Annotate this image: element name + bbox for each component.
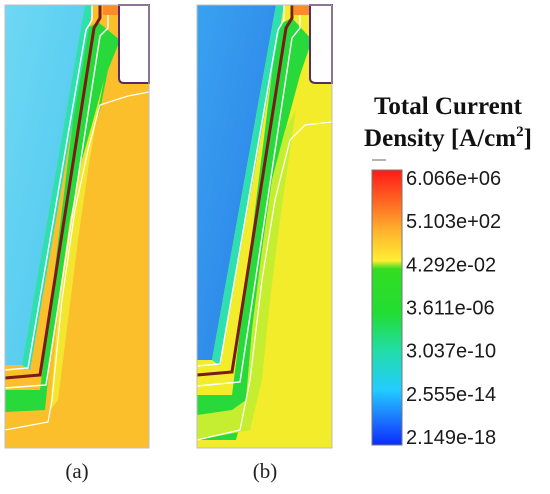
panel-a-caption: (a)	[65, 459, 88, 483]
legend: Total Current Density [A/cm2] 6.066e+06 5…	[364, 93, 532, 449]
panel-a-contour	[4, 5, 93, 371]
colorbar-tick-label: 5.103e+02	[406, 211, 501, 233]
panel-b-contact	[294, 5, 310, 15]
panel-a: (a)	[4, 4, 150, 483]
panel-b-contour-2	[196, 5, 301, 387]
legend-title-line1: Total Current	[374, 93, 523, 120]
colorbar-tick-label: 3.611e-06	[406, 298, 495, 320]
panel-b-gate	[309, 4, 333, 84]
colorbar-tick-label: 4.292e-02	[406, 254, 496, 276]
panel-a-channel	[5, 5, 85, 365]
panel-b-oxide-line	[196, 5, 294, 377]
colorbar-tick-label: 2.149e-18	[406, 427, 496, 449]
panel-a-oxide-line	[4, 5, 102, 380]
panel-b: (b)	[196, 4, 333, 483]
colorbar	[371, 169, 403, 446]
colorbar-tick-label: 2.555e-14	[406, 384, 496, 406]
colorbar-ticks: 6.066e+06 5.103e+02 4.292e-02 3.611e-06 3.03…	[406, 168, 501, 449]
panel-a-contour-3	[4, 91, 150, 431]
panel-b-contour	[196, 5, 285, 367]
panel-a-green-region	[5, 22, 120, 412]
panel-a-gate	[118, 4, 150, 84]
panel-a-contour-2	[4, 5, 109, 389]
panel-a-yellow-band	[50, 80, 104, 410]
colorbar-tick-label: 3.037e-10	[406, 341, 496, 363]
panel-b-light-band	[197, 110, 296, 440]
panel-b-channel	[197, 5, 276, 360]
panel-a-contact	[103, 5, 119, 15]
panel-b-contour-3	[196, 121, 333, 441]
legend-title-line2: Density [A/cm2]	[364, 124, 532, 152]
panel-b-caption: (b)	[253, 459, 278, 483]
colorbar-tick-label: 6.066e+06	[406, 168, 501, 190]
